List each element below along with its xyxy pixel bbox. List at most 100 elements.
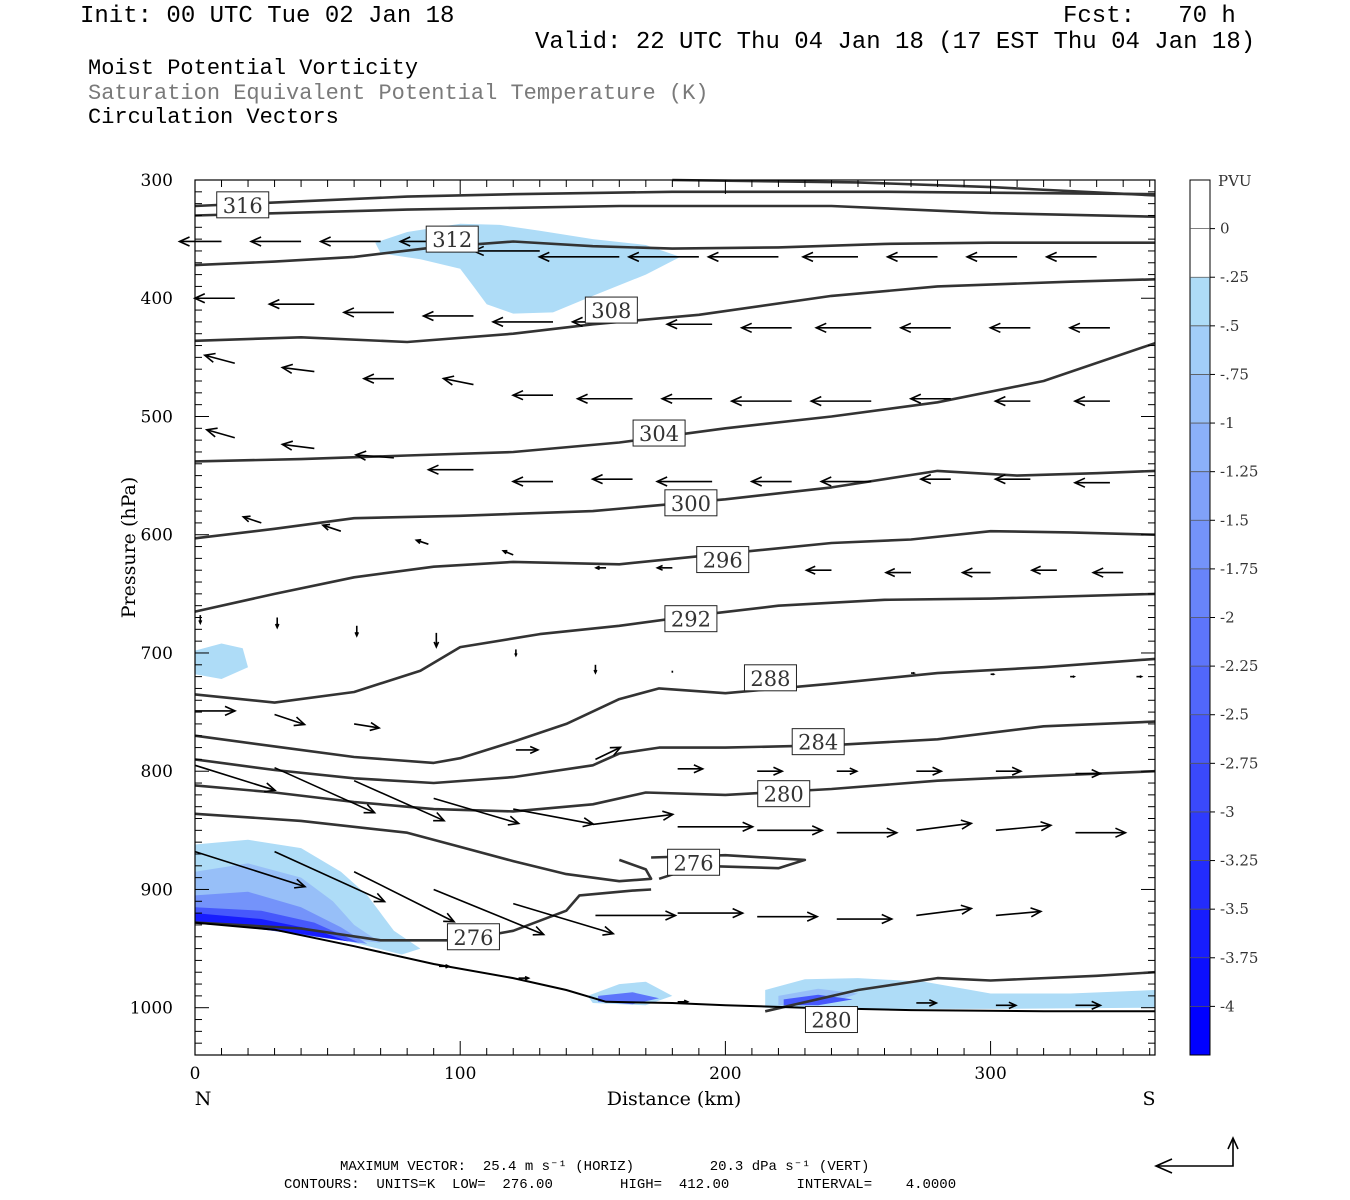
colorbar-tick-label: -1.75 [1220, 560, 1258, 578]
colorbar-tick-label: -3.75 [1220, 949, 1258, 967]
vector-arrow [836, 913, 894, 925]
vector-arrow [518, 975, 531, 981]
contour-label-text: 312 [432, 228, 472, 252]
vector-arrow [341, 307, 394, 318]
y-tick-label: 400 [141, 289, 173, 309]
contour-label-text: 288 [750, 667, 790, 691]
vector-arrow [1075, 827, 1128, 838]
vector-arrow [660, 393, 713, 404]
x-tick-label: 0 [190, 1064, 201, 1084]
vector-arrow [757, 911, 820, 922]
vector-arrow [267, 298, 315, 310]
colorbar-band [1190, 325, 1210, 375]
y-axis-label: Pressure (hPa) [118, 477, 140, 619]
contour-label-text: 308 [591, 299, 631, 323]
y-tick-label: 600 [141, 526, 173, 546]
colorbar-band [1190, 811, 1210, 861]
vector-arrow [353, 871, 456, 923]
contour-label: 288 [743, 664, 797, 692]
vector-arrow [677, 999, 690, 1005]
vector-arrow [819, 476, 872, 487]
vector-arrow [198, 615, 203, 626]
vector-arrow [916, 766, 944, 776]
x-tick-label: 300 [974, 1064, 1006, 1084]
y-tick-label: 700 [141, 644, 173, 664]
terrain-line [194, 921, 1155, 1013]
vector-arrow [513, 808, 596, 828]
vector-arrow [1075, 768, 1103, 779]
vector-arrow [729, 395, 792, 407]
vector-arrow [513, 902, 616, 936]
vector-arrow [655, 476, 713, 487]
theta-contour-15 [764, 970, 1156, 1013]
vector-arrow [960, 567, 991, 578]
vector-arrow [280, 440, 315, 451]
vector-arrow [204, 427, 235, 439]
colorbar-band [1190, 180, 1210, 229]
x-axis-label: Distance (km) [607, 1088, 742, 1110]
vector-arrow [1067, 322, 1110, 334]
theta-contour-8 [194, 592, 1156, 704]
theta-contour-4 [194, 278, 1156, 344]
vector-arrow [655, 564, 673, 571]
vector-arrow [990, 673, 996, 676]
theta-contour-14 [194, 888, 652, 942]
vector-arrow [421, 310, 474, 322]
colorbar-tick-label: -3 [1220, 803, 1235, 821]
colorbar-band [1190, 471, 1210, 521]
colorbar-band [1190, 423, 1210, 472]
theta-contour-3 [194, 240, 1155, 267]
contour-label: 300 [664, 489, 718, 517]
vector-arrow [414, 538, 429, 545]
vector-arrow [438, 964, 451, 969]
vector-arrow [1029, 565, 1057, 575]
vector-arrow [433, 632, 440, 649]
y-tick-label: 500 [141, 407, 173, 427]
contours-note: CONTOURS: UNITS=K LOW= 276.00 HIGH= 412.… [284, 1177, 957, 1193]
y-tick-label: 900 [141, 880, 173, 900]
vector-arrow [274, 713, 307, 727]
colorbar-band [1190, 520, 1210, 569]
colorbar-band [1190, 277, 1210, 326]
x-tick-label: 100 [444, 1064, 476, 1084]
north-label: N [195, 1088, 212, 1110]
contour-labels: 316 312 308 304 300 296 292 288 284 280 276 276 280 [216, 191, 858, 1034]
contour-label: 280 [757, 780, 811, 808]
contour-label: 312 [425, 225, 479, 253]
vector-arrow [757, 766, 785, 776]
valid-time: Valid: 22 UTC Thu 04 Jan 18 (17 EST Thu … [535, 29, 1256, 56]
colorbar-band [1190, 617, 1210, 667]
title-theta-es: Saturation Equivalent Potential Temperat… [88, 81, 709, 106]
vector-arrow [739, 322, 792, 334]
vector-arrow [814, 322, 872, 334]
vector-arrow [361, 373, 394, 384]
axes: 0 100 200 300 300 400 500 600 700 800 900 1000 N S Dis… [118, 171, 1156, 1110]
colorbar-tick-label: -1.25 [1220, 463, 1258, 481]
vector-arrow [1072, 395, 1110, 407]
contour-label: 308 [584, 296, 638, 324]
vector-arrow [916, 904, 974, 917]
pv-shade-1 [195, 643, 248, 679]
vector-arrow [995, 1001, 1018, 1010]
theta-contour-11 [194, 769, 1156, 813]
title-vectors: Circulation Vectors [88, 105, 339, 130]
vector-arrow [353, 721, 382, 732]
contour-label: 276 [667, 848, 721, 876]
colorbar-band [1190, 763, 1210, 812]
vector-arrow [1072, 477, 1110, 488]
contour-label-text: 300 [671, 492, 711, 516]
vector-arrow [918, 473, 951, 485]
vector-arrow [1136, 675, 1144, 679]
vector-arrow [836, 767, 859, 776]
vector-arrow [274, 617, 280, 630]
theta-contour-2 [194, 204, 1156, 218]
vector-arrow [441, 375, 474, 386]
vector-arrow [318, 236, 381, 247]
contour-label-text: 304 [639, 422, 679, 446]
contour-label-text: 280 [764, 783, 804, 807]
colorbar-band [1190, 374, 1210, 424]
vector-arrow [274, 850, 387, 903]
contour-label: 280 [804, 1006, 858, 1034]
colorbar-band [1190, 957, 1210, 1007]
